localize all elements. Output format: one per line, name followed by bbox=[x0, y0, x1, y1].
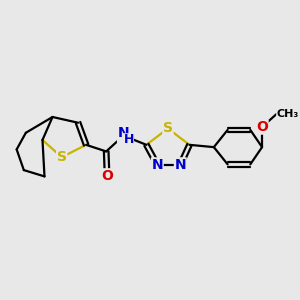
Text: N: N bbox=[175, 158, 186, 172]
Text: N: N bbox=[118, 129, 129, 142]
Text: CH₃: CH₃ bbox=[276, 109, 299, 119]
Text: O: O bbox=[256, 120, 268, 134]
Text: O: O bbox=[101, 169, 113, 183]
Text: N: N bbox=[152, 158, 163, 172]
Text: S: S bbox=[57, 150, 67, 164]
Text: S: S bbox=[163, 122, 173, 136]
Text: H: H bbox=[123, 134, 134, 146]
Text: N: N bbox=[118, 126, 129, 140]
